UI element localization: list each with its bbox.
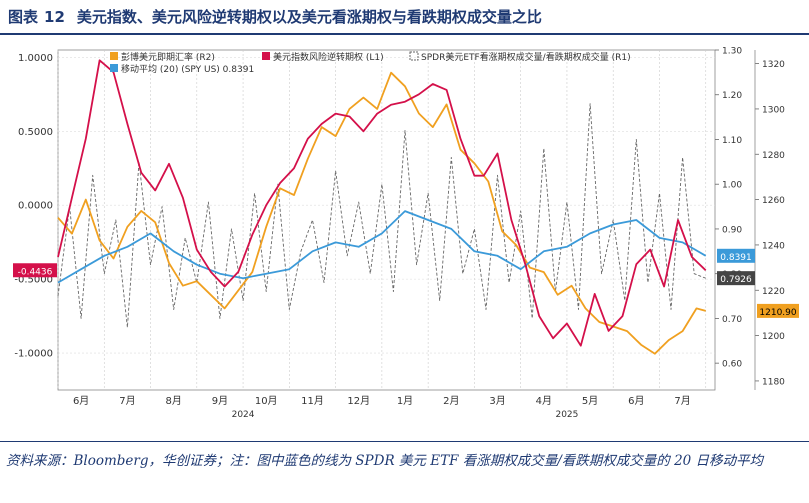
right-axis2-tick-label: 1180 — [762, 377, 785, 387]
x-axis-year-label: 2024 — [232, 410, 255, 420]
figure-label: 图表 — [8, 8, 39, 26]
right-axis1-tick-label: 0.60 — [722, 360, 742, 370]
flag-red-last-box — [13, 263, 57, 278]
flag-dashed-last: 0.7926 — [717, 271, 755, 286]
flag-blue-last: 0.8391 — [717, 248, 755, 263]
right-axis2-tick-label: 1280 — [762, 151, 785, 161]
series-line-2 — [57, 210, 707, 284]
flag-red-last-text: -0.4436 — [18, 267, 53, 277]
source-note: 资料来源：Bloomberg，华创证券；注：图中蓝色的线为 SPDR 美元 ET… — [6, 453, 764, 469]
left-axis-tick-label: 0.5000 — [18, 127, 53, 138]
flag-dashed-last-text: 0.7926 — [720, 275, 752, 285]
left-axis-tick-label: -1.0000 — [14, 349, 53, 360]
x-axis-month-label: 9月 — [212, 395, 228, 407]
legend-swatch-r1 — [409, 51, 419, 61]
right-axis1-tick-label: 1.20 — [722, 91, 742, 101]
grid — [57, 50, 715, 390]
x-axis-month-label: 3月 — [489, 395, 505, 407]
x-axis-month-label: 10月 — [255, 395, 278, 407]
legend-label-r1: SPDR美元ETF看涨期权成交量/看跌期权成交量 (R1) — [421, 51, 631, 63]
left-axis-tick-label: 1.0000 — [18, 53, 53, 64]
right-axis1-tick-label: 1.00 — [722, 181, 742, 191]
legend-swatch-ma — [110, 64, 118, 72]
flag-dashed-last-box — [717, 271, 755, 286]
left-axis-tick-label: -0.5000 — [14, 275, 53, 286]
right-axis1-tick-label: 0.90 — [722, 225, 742, 235]
legend: 彭博美元即期汇率 (R2) 美元指数风险逆转期权 (L1) SPDR美元ETF看… — [110, 51, 631, 75]
plot-area — [57, 49, 716, 391]
x-axis-month-label: 2月 — [443, 395, 459, 407]
right-axis2-tick-label: 1320 — [762, 60, 785, 70]
series-line-0 — [57, 59, 707, 347]
x-axis-month-label: 7月 — [674, 395, 690, 407]
x-axis-month-label: 4月 — [536, 395, 552, 407]
source-rule — [0, 441, 809, 442]
x-axis-month-label: 12月 — [347, 395, 370, 407]
title-rule — [0, 33, 809, 35]
x-axis-month-label: 6月 — [73, 395, 89, 407]
x-axis-month-label: 8月 — [165, 395, 181, 407]
legend-label-ma: 移动平均 (20) (SPY US) 0.8391 — [121, 63, 254, 75]
right-axis1-tick-label: 0.70 — [722, 315, 742, 325]
legend-label-r2: 彭博美元即期汇率 (R2) — [121, 51, 215, 63]
right-axis1-tick-label: 1.10 — [722, 136, 742, 146]
right-axis2-tick-label: 1300 — [762, 105, 785, 115]
figure-title-text: 美元指数、美元风险逆转期权以及美元看涨期权与看跌期权成交量之比 — [76, 8, 542, 26]
legend-label-l1: 美元指数风险逆转期权 (L1) — [273, 51, 384, 63]
right-axis2-tick-label: 1260 — [762, 196, 785, 206]
figure-number: 12 — [44, 8, 65, 26]
right-axis2-tick-label: 1240 — [762, 241, 785, 251]
flag-orange-last-text: 1210.90 — [759, 308, 796, 318]
right-axis1-tick-label: 1.30 — [722, 47, 742, 57]
x-axis-month-label: 1月 — [397, 395, 413, 407]
chart: 1.0000 0.5000 0.0000 -0.5000 -1.0000 1.30 1.20… — [13, 47, 799, 420]
flag-red-last: -0.4436 — [13, 263, 57, 278]
x-axis-month-label: 11月 — [301, 395, 324, 407]
series-layer — [57, 59, 707, 355]
x-axis-year-label: 2025 — [555, 410, 578, 420]
x-axis-month-label: 6月 — [628, 395, 644, 407]
series-line-1 — [57, 71, 706, 355]
axes-layer: 1.0000 0.5000 0.0000 -0.5000 -1.0000 1.30 1.20… — [13, 47, 799, 420]
flag-orange-last: 1210.90 — [757, 303, 799, 318]
series-line-3 — [57, 103, 706, 328]
figure-title: 图表 12 美元指数、美元风险逆转期权以及美元看涨期权与看跌期权成交量之比 — [8, 4, 542, 30]
legend-swatch-l1 — [262, 52, 270, 60]
flag-blue-last-text: 0.8391 — [720, 253, 752, 263]
right-axis2-tick-label: 1220 — [762, 287, 785, 297]
right-axis2-tick-label: 1200 — [762, 332, 785, 342]
left-axis-tick-label: 0.0000 — [18, 201, 53, 212]
legend-swatch-r2 — [110, 52, 118, 60]
x-axis-month-label: 5月 — [582, 395, 598, 407]
flag-orange-last-box — [757, 303, 799, 318]
flag-blue-last-box — [717, 248, 755, 263]
x-axis-month-label: 7月 — [119, 395, 135, 407]
